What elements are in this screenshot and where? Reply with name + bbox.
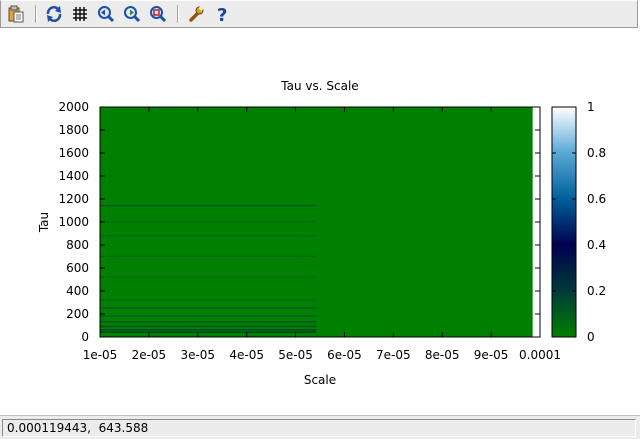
heatmap-cells xyxy=(100,107,540,337)
replot-icon xyxy=(46,6,62,22)
colorbar-tick-label: 0.6 xyxy=(587,192,606,206)
status-bar: 0.000119443, 643.588 xyxy=(0,415,640,439)
y-tick-label: 1000 xyxy=(58,215,89,229)
colorbar-tick-label: 0 xyxy=(587,330,595,344)
y-axis-label: Tau xyxy=(37,212,51,233)
settings-wrench-icon xyxy=(189,6,204,22)
toolbar-separator xyxy=(177,5,179,23)
y-tick-label: 200 xyxy=(66,307,89,321)
colorbar-tick-label: 0.4 xyxy=(587,238,606,252)
x-tick-label: 6e-05 xyxy=(327,348,362,362)
x-tick-label: 8e-05 xyxy=(425,348,460,362)
y-tick-label: 1400 xyxy=(58,169,89,183)
help-icon: ? xyxy=(217,5,227,23)
heatmap-chart[interactable]: Tau vs. Scale Scale Tau 1e-05 2e-05 3e-05 4… xyxy=(0,29,640,412)
y-tick-label: 1200 xyxy=(58,192,89,206)
toolbar-separator xyxy=(35,5,37,23)
x-tick-label: 3e-05 xyxy=(180,348,215,362)
heatmap-band xyxy=(100,221,317,223)
heatmap-band xyxy=(100,315,317,317)
x-tick-label: 1e-05 xyxy=(83,348,118,362)
heatmap-band xyxy=(100,276,317,278)
heatmap-band xyxy=(100,307,317,309)
x-tick-label: 0.0001 xyxy=(519,348,561,362)
y-tick-label: 0 xyxy=(81,330,89,344)
x-tick-label: 5e-05 xyxy=(278,348,313,362)
y-tick-label: 400 xyxy=(66,284,89,298)
zoom-previous-icon xyxy=(98,6,115,23)
y-axis-ticks: 0 200 400 600 800 1000 1200 1400 1600 1800 2000 xyxy=(58,100,540,344)
unzoom-button[interactable] xyxy=(147,3,169,25)
heatmap-band xyxy=(100,255,317,257)
chart-title: Tau vs. Scale xyxy=(280,79,358,93)
x-tick-label: 9e-05 xyxy=(474,348,509,362)
mouse-coordinates-readout: 0.000119443, 643.588 xyxy=(2,419,636,437)
x-tick-label: 7e-05 xyxy=(376,348,411,362)
heatmap-band xyxy=(100,204,317,207)
heatmap-band xyxy=(100,234,317,237)
plot-border xyxy=(99,106,541,338)
y-tick-label: 800 xyxy=(66,238,89,252)
heatmap-band xyxy=(100,329,317,331)
colorbar-tick-label: 0.8 xyxy=(587,146,606,160)
colorbar: 0 0.2 0.4 0.6 0.8 1 xyxy=(551,100,606,344)
x-axis-ticks: 1e-05 2e-05 3e-05 4e-05 5e-05 6e-05 7e-05 8e-05… xyxy=(83,107,561,362)
grid-button[interactable] xyxy=(69,3,91,25)
grid-icon xyxy=(73,7,87,21)
heatmap-band xyxy=(100,331,317,333)
x-tick-label: 2e-05 xyxy=(132,348,167,362)
copy-to-clipboard-icon xyxy=(8,5,24,23)
heatmap-band xyxy=(100,299,317,301)
y-tick-label: 2000 xyxy=(58,100,89,114)
y-tick-label: 1800 xyxy=(58,123,89,137)
copy-to-clipboard-button[interactable] xyxy=(5,3,27,25)
colorbar-tick-label: 0.2 xyxy=(587,284,606,298)
colorbar-gradient xyxy=(551,106,577,338)
plot-area[interactable]: Tau vs. Scale Scale Tau 1e-05 2e-05 3e-05 4… xyxy=(0,29,640,412)
replot-button[interactable] xyxy=(43,3,65,25)
toolbar: ? xyxy=(0,0,638,28)
help-glyph: ? xyxy=(217,5,227,23)
zoom-previous-button[interactable] xyxy=(95,3,117,25)
help-button[interactable]: ? xyxy=(211,3,233,25)
x-tick-label: 4e-05 xyxy=(229,348,264,362)
heatmap-band xyxy=(100,321,317,323)
zoom-next-button[interactable] xyxy=(121,3,143,25)
y-tick-label: 1600 xyxy=(58,146,89,160)
zoom-next-icon xyxy=(124,6,141,23)
settings-button[interactable] xyxy=(185,3,207,25)
heatmap-band xyxy=(100,325,317,328)
x-axis-label: Scale xyxy=(304,373,336,387)
y-tick-label: 600 xyxy=(66,261,89,275)
unzoom-icon xyxy=(150,6,167,23)
colorbar-tick-label: 1 xyxy=(587,100,595,114)
